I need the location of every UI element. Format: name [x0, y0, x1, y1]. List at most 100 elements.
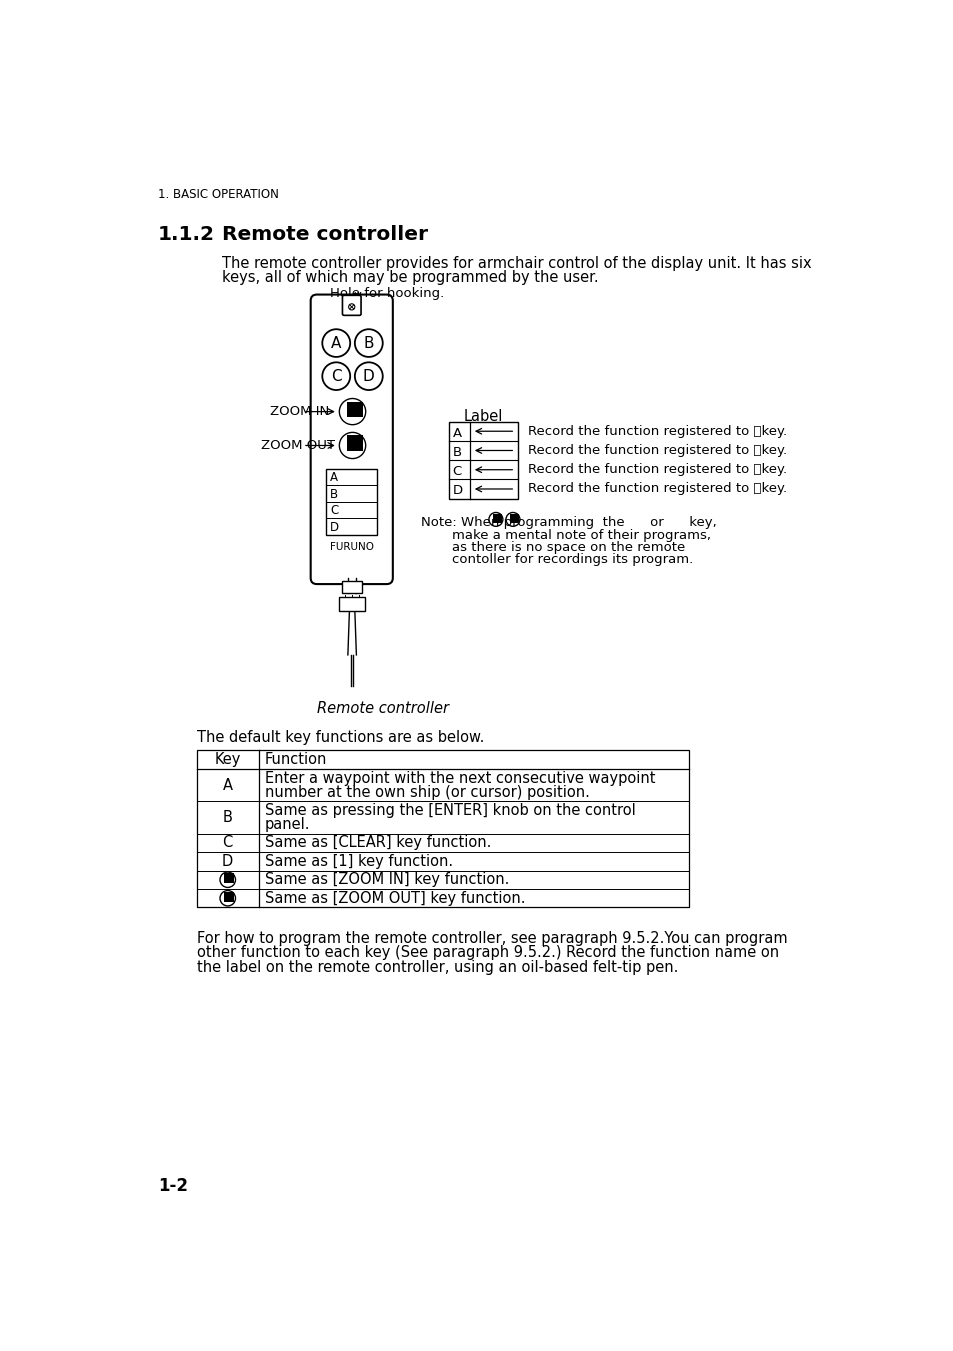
Bar [224, 874, 230, 880]
Bar [497, 517, 501, 523]
Bar [224, 878, 230, 884]
Bar [229, 892, 233, 897]
Bar [224, 874, 230, 880]
FancyBboxPatch shape [311, 295, 393, 584]
Bar [229, 874, 233, 880]
Text: D: D [222, 854, 233, 869]
Circle shape [488, 512, 502, 527]
Bar [509, 513, 514, 519]
Bar [347, 408, 355, 417]
Text: 1.1.2: 1.1.2 [158, 226, 214, 245]
Circle shape [355, 362, 382, 390]
Text: B: B [330, 488, 337, 501]
Text: the label on the remote controller, using an oil-based felt-tip pen.: the label on the remote controller, usin… [196, 959, 678, 975]
Bar [353, 408, 362, 417]
Bar [347, 435, 355, 444]
Text: Enter a waypoint with the next consecutive waypoint: Enter a waypoint with the next consecuti… [265, 771, 655, 786]
Bar [509, 517, 514, 523]
Text: make a mental note of their programs,: make a mental note of their programs, [452, 528, 711, 542]
Bar [492, 517, 497, 523]
Text: The remote controller provides for armchair control of the display unit. It has : The remote controller provides for armch… [221, 257, 810, 272]
Text: FURUNO: FURUNO [330, 542, 374, 551]
Text: ZOOM OUT: ZOOM OUT [261, 439, 335, 453]
Text: number at the own ship (or cursor) position.: number at the own ship (or cursor) posit… [265, 785, 589, 800]
Text: Record the function registered to Ⓓkey.: Record the function registered to Ⓓkey. [527, 482, 786, 496]
Bar [448, 422, 517, 499]
Bar [497, 513, 501, 519]
Text: keys, all of which may be programmed by the user.: keys, all of which may be programmed by … [221, 270, 598, 285]
Circle shape [355, 330, 382, 357]
Bar [353, 408, 362, 417]
Text: C: C [330, 504, 338, 517]
Bar [229, 897, 233, 902]
Text: Same as [1] key function.: Same as [1] key function. [265, 854, 453, 869]
Text: C: C [452, 465, 461, 478]
Circle shape [322, 362, 350, 390]
Text: Remote controller: Remote controller [316, 701, 448, 716]
Text: contoller for recordings its program.: contoller for recordings its program. [452, 554, 693, 566]
Text: A: A [222, 778, 233, 793]
Text: 1-2: 1-2 [158, 1177, 188, 1196]
Text: panel.: panel. [265, 817, 310, 832]
FancyBboxPatch shape [342, 296, 360, 315]
Text: 1. BASIC OPERATION: 1. BASIC OPERATION [158, 188, 278, 200]
Bar [229, 897, 233, 902]
Text: Same as [ZOOM IN] key function.: Same as [ZOOM IN] key function. [265, 873, 509, 888]
Circle shape [505, 512, 519, 527]
Text: other function to each key (See paragraph 9.5.2.) Record the function name on: other function to each key (See paragrap… [196, 946, 778, 961]
Bar [514, 517, 518, 523]
Text: B: B [223, 809, 233, 825]
Bar [514, 517, 518, 523]
Text: Same as [ZOOM OUT] key function.: Same as [ZOOM OUT] key function. [265, 890, 525, 905]
Bar [492, 513, 497, 519]
Circle shape [348, 304, 355, 309]
Bar [514, 513, 518, 519]
Bar [347, 442, 355, 451]
Text: Record the function registered to Ⓒkey.: Record the function registered to Ⓒkey. [527, 463, 786, 477]
Circle shape [220, 890, 235, 907]
Bar [338, 597, 365, 611]
Text: Record the function registered to Ⓐkey.: Record the function registered to Ⓐkey. [527, 424, 786, 438]
Text: D: D [452, 485, 462, 497]
Text: The default key functions are as below.: The default key functions are as below. [196, 730, 483, 744]
Bar [347, 401, 355, 411]
Bar [196, 750, 688, 908]
Text: B: B [452, 446, 461, 459]
Text: B: B [363, 335, 374, 350]
Bar [347, 442, 355, 451]
Bar [353, 435, 362, 444]
Text: A: A [452, 427, 461, 439]
Bar [497, 513, 501, 519]
Bar [347, 435, 355, 444]
Bar [514, 513, 518, 519]
Bar [229, 892, 233, 897]
Bar [509, 513, 514, 519]
Bar [224, 878, 230, 884]
Text: A: A [331, 335, 341, 350]
Text: D: D [330, 521, 339, 534]
Circle shape [322, 330, 350, 357]
Bar [224, 892, 230, 897]
Bar [347, 408, 355, 417]
Text: C: C [331, 369, 341, 384]
Bar [353, 442, 362, 451]
Bar [497, 517, 501, 523]
Bar [492, 513, 497, 519]
Text: ZOOM IN: ZOOM IN [270, 405, 330, 417]
Bar [353, 401, 362, 411]
Text: Same as [CLEAR] key function.: Same as [CLEAR] key function. [265, 835, 491, 850]
Text: Remote controller: Remote controller [221, 226, 427, 245]
Circle shape [339, 399, 365, 424]
Bar [224, 897, 230, 902]
Text: Label: Label [463, 409, 502, 424]
Bar [347, 401, 355, 411]
Text: Key: Key [214, 753, 241, 767]
Bar [229, 878, 233, 884]
Text: For how to program the remote controller, see paragraph 9.5.2.You can program: For how to program the remote controller… [196, 931, 786, 946]
Bar [353, 442, 362, 451]
Bar [341, 581, 361, 593]
Text: A: A [330, 471, 337, 484]
Bar [492, 517, 497, 523]
Text: Same as pressing the [ENTER] knob on the control: Same as pressing the [ENTER] knob on the… [265, 804, 635, 819]
Bar [229, 874, 233, 880]
